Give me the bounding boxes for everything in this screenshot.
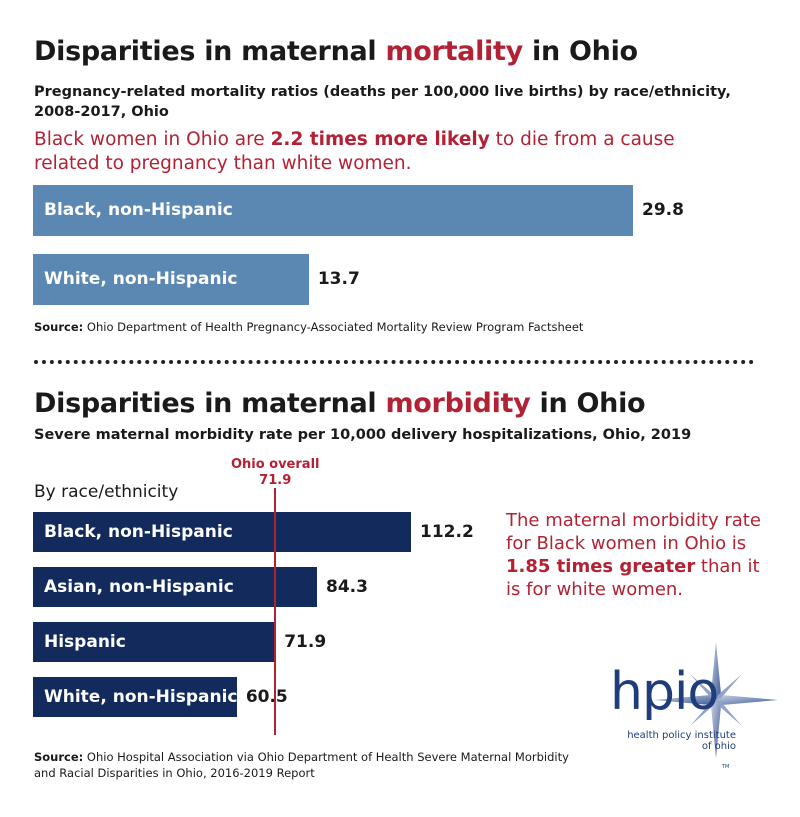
bar-category-label: Black, non-Hispanic: [44, 522, 233, 542]
bar-value-label: 29.8: [642, 200, 684, 220]
section2-callout: The maternal morbidity rate for Black wo…: [506, 509, 768, 601]
bar-white-non-hispanic: [33, 254, 309, 305]
hpio-logo: hpio health policy institute of ohio TM: [576, 640, 786, 775]
bar-asian-non-hispanic: [33, 567, 317, 607]
bar-hispanic: [33, 622, 276, 662]
bar-category-label: Asian, non-Hispanic: [44, 577, 234, 597]
group-label: By race/ethnicity: [34, 482, 179, 502]
bar-black-non-hispanic: [33, 512, 411, 552]
logo-wordmark: hpio: [610, 662, 719, 722]
bar-value-label: 13.7: [317, 269, 360, 289]
bar-black-non-hispanic: [33, 185, 633, 236]
logo-tagline-line1: health policy institute: [627, 730, 736, 741]
section1-title: Disparities in maternal mortality in Ohi…: [34, 36, 638, 67]
section1-callout: Black women in Ohio are 2.2 times more l…: [34, 128, 704, 176]
compass-star-icon: [654, 642, 778, 758]
section1-source-text: Ohio Department of Health Pregnancy-Asso…: [83, 320, 584, 334]
bar-white-non-hispanic: [33, 677, 237, 717]
section2-callout-bold: 1.85 times greater: [506, 556, 696, 577]
section2-callout-pre: The maternal morbidity rate for Black wo…: [506, 510, 761, 554]
section2-source-text: Ohio Hospital Association via Ohio Depar…: [34, 750, 569, 780]
bar-category-label: White, non-Hispanic: [44, 269, 238, 289]
logo-trademark: TM: [722, 764, 730, 770]
ohio-overall-label-value: 71.9: [259, 473, 292, 488]
section2-callout-post: than it is for white women.: [506, 556, 760, 600]
section-divider: [34, 360, 754, 364]
section1-title-pre: Disparities in maternal: [34, 36, 386, 67]
bar-category-label: Black, non-Hispanic: [44, 200, 233, 220]
section1-title-accent: mortality: [385, 36, 523, 67]
section1-subtitle: Pregnancy-related mortality ratios (deat…: [34, 84, 731, 120]
section2-source-label: Source:: [34, 750, 84, 764]
bar-value-label: 84.3: [326, 577, 368, 597]
logo-tagline: health policy institute of ohio: [616, 730, 736, 752]
section2-title-accent: morbidity: [385, 388, 531, 419]
bar-value-label: 112.2: [420, 522, 474, 542]
ohio-overall-label: Ohio overall 71.9: [215, 457, 335, 489]
section1-title-post: in Ohio: [522, 36, 638, 67]
ohio-overall-label-text: Ohio overall: [230, 457, 320, 472]
section2-subtitle: Severe maternal morbidity rate per 10,00…: [34, 427, 692, 443]
bar-category-label: White, non-Hispanic: [44, 687, 238, 707]
section1-source-label: Source:: [34, 320, 84, 334]
section2-source: Source: Ohio Hospital Association via Oh…: [34, 749, 574, 781]
section1-callout-bold: 2.2 times more likely: [270, 129, 490, 150]
ohio-overall-reference-line: [274, 488, 277, 735]
section2-title-pre: Disparities in maternal: [34, 388, 386, 419]
section1-source: Source: Ohio Department of Health Pregna…: [34, 319, 774, 335]
section1-callout-post: to die from a cause related to pregnancy…: [34, 129, 675, 174]
bar-value-label: 71.9: [284, 632, 327, 652]
section2-title: Disparities in maternal morbidity in Ohi…: [34, 388, 646, 419]
section1-callout-pre: Black women in Ohio are: [34, 129, 271, 150]
bar-category-label: Hispanic: [44, 632, 126, 652]
bar-value-label: 60.5: [245, 687, 288, 707]
section2-title-post: in Ohio: [530, 388, 646, 419]
logo-tagline-line2: of ohio: [701, 741, 736, 752]
